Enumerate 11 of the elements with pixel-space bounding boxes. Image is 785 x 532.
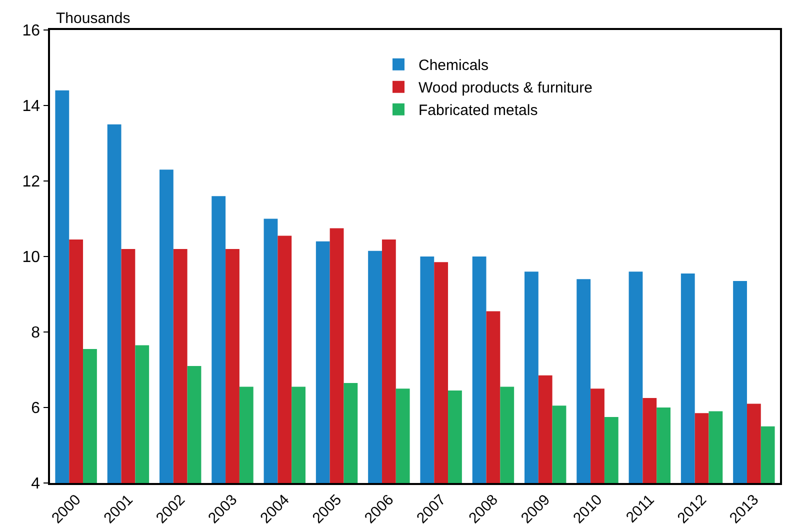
y-tick-label: 6 <box>31 400 40 418</box>
y-tick-label: 14 <box>22 98 40 116</box>
y-tick-label: 8 <box>31 324 40 342</box>
y-axis-title: Thousands <box>56 10 130 27</box>
y-tick-label: 12 <box>22 174 40 191</box>
y-tick-label: 10 <box>22 249 40 266</box>
y-tick-label: 16 <box>22 22 40 40</box>
legend-label: Fabricated metals <box>418 102 538 120</box>
y-tick-label: 4 <box>31 476 40 493</box>
legend-label: Wood products & furniture <box>418 80 592 97</box>
legend-label: Chemicals <box>418 57 489 74</box>
